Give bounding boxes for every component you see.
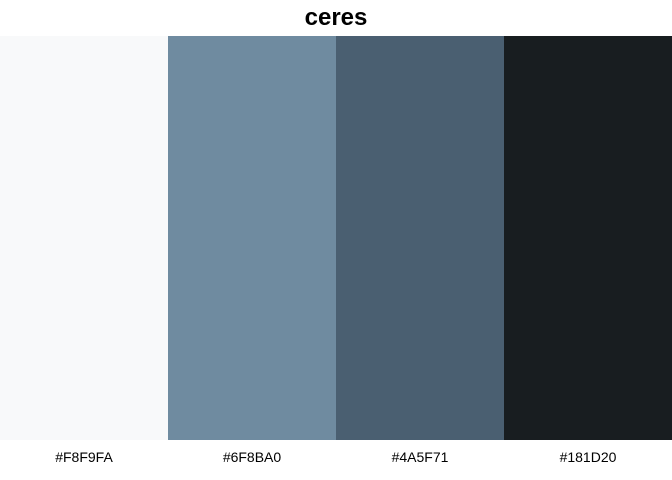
palette-swatches — [0, 36, 672, 440]
palette-title: ceres — [304, 4, 368, 31]
swatch-4-label: #181D20 — [559, 449, 617, 465]
swatch-3-label: #4A5F71 — [391, 449, 449, 465]
palette-labels: #F8F9FA #6F8BA0 #4A5F71 #181D20 — [0, 440, 672, 476]
swatch-4 — [504, 36, 672, 440]
swatch-2 — [168, 36, 336, 440]
swatch-3 — [336, 36, 504, 440]
swatch-2-label: #6F8BA0 — [222, 449, 282, 465]
swatch-1 — [0, 36, 168, 440]
swatch-1-label: #F8F9FA — [55, 449, 113, 465]
